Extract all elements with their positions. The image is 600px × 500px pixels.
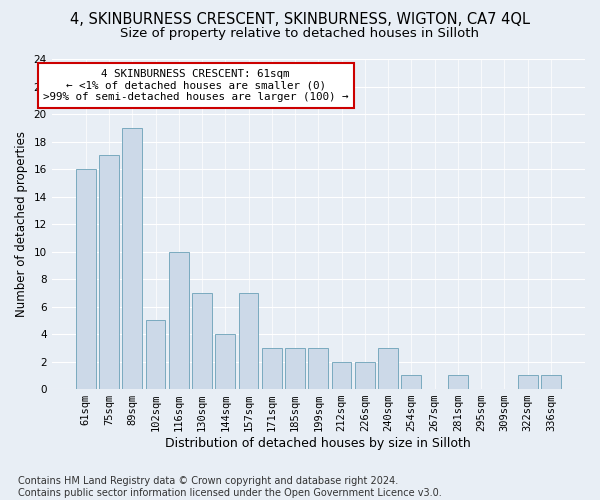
Bar	[285, 348, 305, 389]
Bar	[355, 362, 375, 389]
Bar	[541, 376, 561, 389]
Bar	[378, 348, 398, 389]
Bar	[239, 293, 259, 389]
Bar	[448, 376, 468, 389]
Bar	[99, 156, 119, 389]
Text: Contains HM Land Registry data © Crown copyright and database right 2024.
Contai: Contains HM Land Registry data © Crown c…	[18, 476, 442, 498]
Bar	[308, 348, 328, 389]
Text: 4, SKINBURNESS CRESCENT, SKINBURNESS, WIGTON, CA7 4QL: 4, SKINBURNESS CRESCENT, SKINBURNESS, WI…	[70, 12, 530, 28]
Bar	[192, 293, 212, 389]
Bar	[215, 334, 235, 389]
Text: Size of property relative to detached houses in Silloth: Size of property relative to detached ho…	[121, 28, 479, 40]
Text: 4 SKINBURNESS CRESCENT: 61sqm
← <1% of detached houses are smaller (0)
>99% of s: 4 SKINBURNESS CRESCENT: 61sqm ← <1% of d…	[43, 69, 349, 102]
X-axis label: Distribution of detached houses by size in Silloth: Distribution of detached houses by size …	[166, 437, 471, 450]
Bar	[518, 376, 538, 389]
Y-axis label: Number of detached properties: Number of detached properties	[15, 131, 28, 317]
Bar	[262, 348, 282, 389]
Bar	[76, 169, 95, 389]
Bar	[169, 252, 188, 389]
Bar	[401, 376, 421, 389]
Bar	[146, 320, 166, 389]
Bar	[122, 128, 142, 389]
Bar	[332, 362, 352, 389]
